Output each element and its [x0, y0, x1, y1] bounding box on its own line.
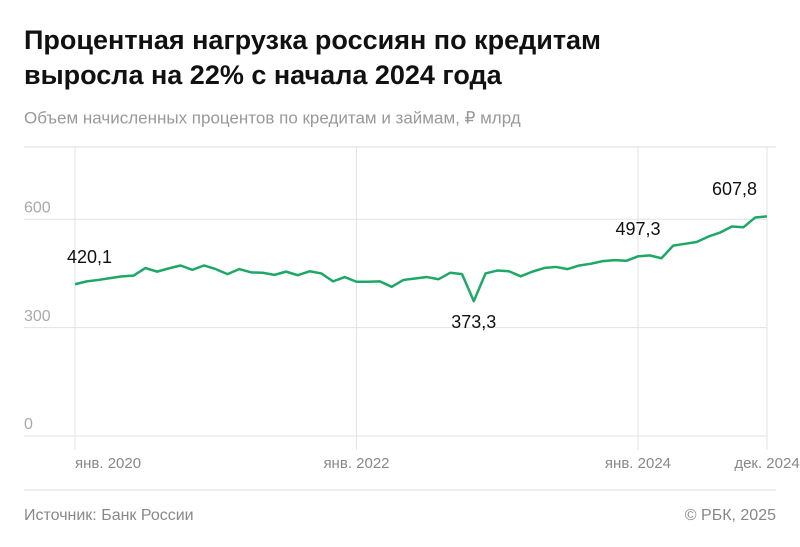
x-tick-label: янв. 2020	[75, 455, 141, 472]
value-label: 420,1	[67, 247, 112, 267]
value-label: 373,3	[451, 312, 496, 332]
y-tick-label: 600	[24, 199, 51, 216]
subtitle: Объем начисленных процентов по кредитам …	[24, 108, 521, 127]
x-tick-label: янв. 2022	[323, 455, 389, 472]
title-line: выросла на 22% с начала 2024 года	[24, 60, 503, 90]
copyright: © РБК, 2025	[685, 507, 776, 524]
y-tick-label: 0	[24, 416, 33, 433]
title-line: Процентная нагрузка россиян по кредитам	[24, 25, 601, 55]
source: Источник: Банк России	[24, 507, 194, 524]
value-label: 497,3	[615, 219, 660, 239]
x-tick-label: дек. 2024	[734, 455, 799, 472]
y-tick-label: 300	[24, 308, 51, 325]
line	[74, 215, 768, 303]
x-tick-label: янв. 2024	[605, 455, 671, 472]
value-label: 607,8	[712, 179, 757, 199]
